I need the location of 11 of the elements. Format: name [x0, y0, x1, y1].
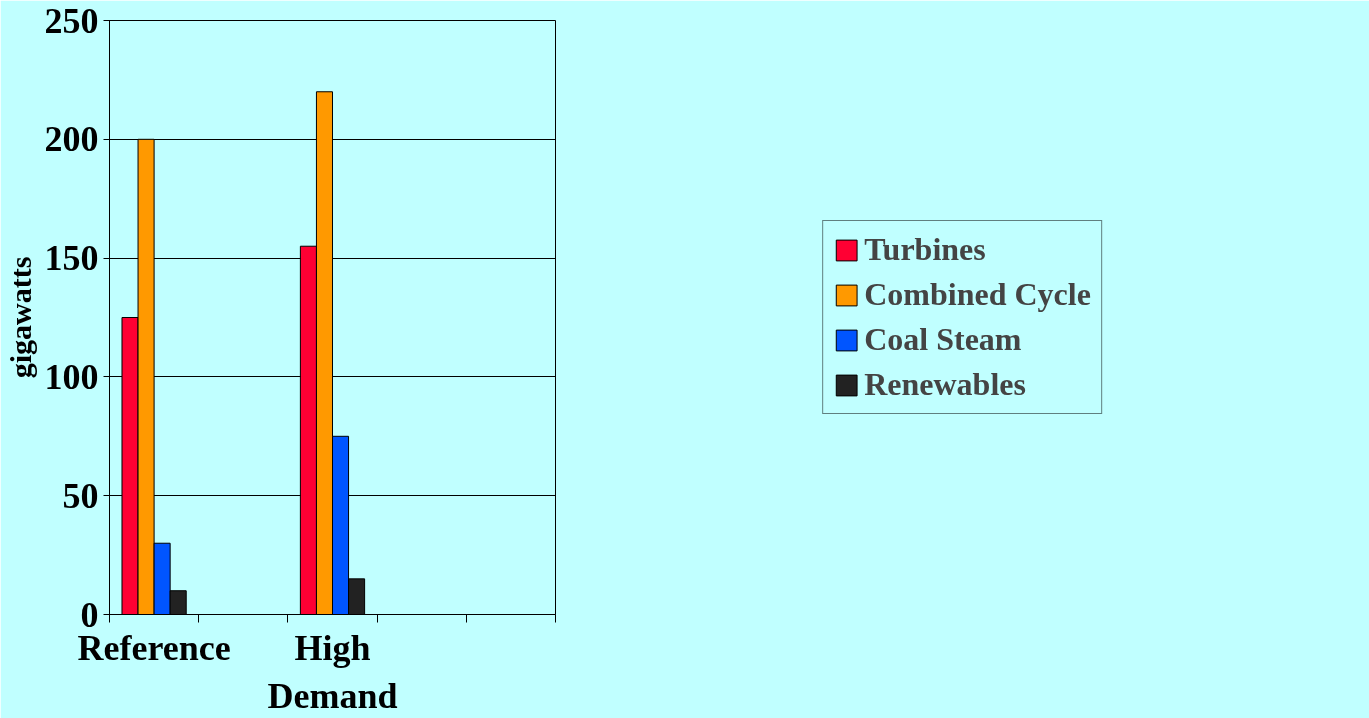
y-tick-label: 150 — [44, 238, 99, 279]
legend-label: Coal Steam — [864, 321, 1022, 358]
x-tick-label: High Demand — [267, 627, 398, 716]
legend-label: Renewables — [864, 366, 1026, 403]
y-tick-label: 100 — [44, 356, 99, 397]
y-tick-label: 200 — [44, 119, 99, 160]
legend-label: Combined Cycle — [864, 276, 1091, 313]
y-tick-label: 50 — [62, 475, 99, 516]
y-axis-title: gigawatts — [3, 256, 37, 379]
y-tick-label: 250 — [44, 0, 99, 41]
legend-label: Turbines — [864, 231, 986, 268]
